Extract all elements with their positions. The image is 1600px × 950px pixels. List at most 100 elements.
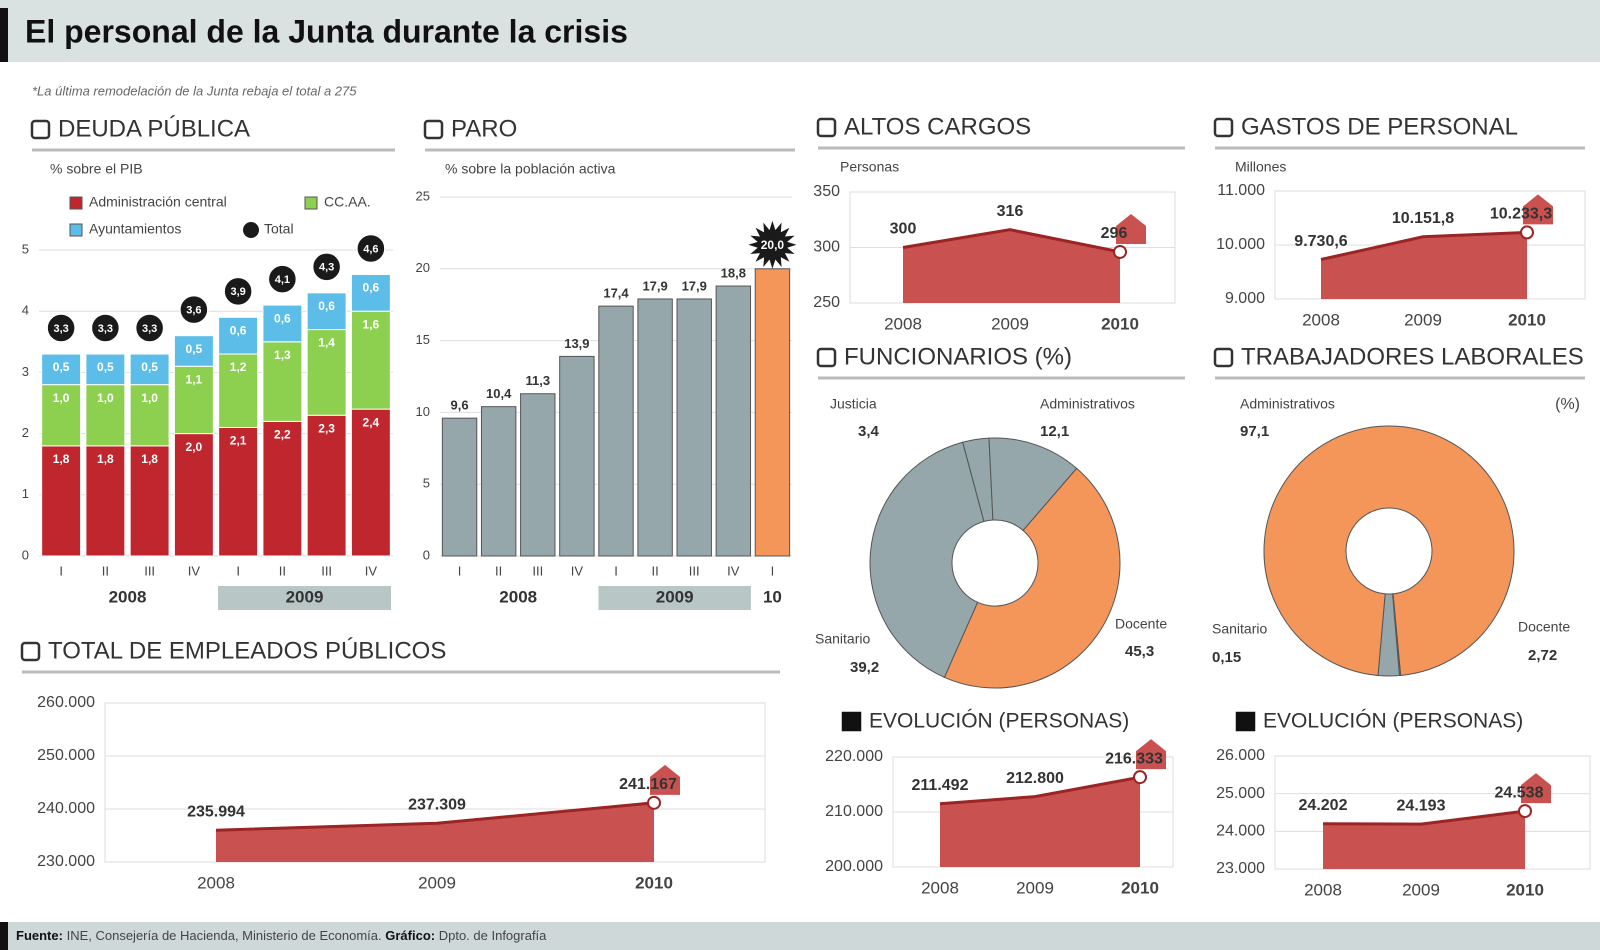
y-tick-label: 10 [416, 404, 430, 419]
total-dot [46, 313, 76, 343]
segment-label: 1,6 [363, 317, 380, 331]
slice-label: Sanitario [815, 631, 870, 647]
value-label: 296 [1101, 225, 1128, 242]
last-point [647, 795, 661, 810]
total-dot [179, 294, 209, 325]
legend-marker [69, 223, 83, 237]
segment-label: 2,0 [186, 440, 203, 454]
x-tick-label: I [59, 563, 63, 578]
x-tick-label: 2008 [1302, 310, 1340, 329]
title-marker [841, 711, 862, 732]
chart-title: ALTOS CARGOS [844, 113, 1031, 140]
x-tick-label: 2010 [1121, 878, 1159, 897]
bar-segment [41, 353, 82, 386]
total-label: 3,3 [98, 323, 113, 335]
title-icon [30, 119, 51, 140]
segment-label: 1,8 [53, 452, 70, 466]
segment-label: 1,0 [97, 391, 114, 405]
title-icon [423, 119, 444, 140]
bar-segment [262, 304, 303, 343]
legend-label: Ayuntamientos [89, 221, 181, 237]
slice-label: Administrativos [1240, 396, 1335, 412]
x-tick-label: 2008 [1304, 880, 1342, 899]
segment-label: 0,6 [363, 281, 380, 295]
bar-segment [218, 316, 259, 355]
bar [559, 355, 595, 557]
segment-label: 0,6 [230, 323, 247, 337]
segment-label: 0,5 [97, 360, 114, 374]
value-label: 10,4 [486, 386, 512, 401]
area-line [1322, 809, 1526, 826]
segment-label: 2,1 [230, 434, 247, 448]
bar [480, 406, 517, 557]
segment-label: 1,0 [53, 391, 70, 405]
value-label: 24.538 [1495, 784, 1544, 801]
value-label: 17,9 [682, 278, 707, 293]
highlight-house [1136, 739, 1166, 770]
value-label: 9.730,6 [1294, 233, 1347, 250]
area [216, 802, 654, 862]
chart-subtitle: % sobre el PIB [50, 161, 143, 177]
bar-segment [85, 353, 126, 386]
area-line [902, 228, 1121, 254]
segment-label: 0,5 [141, 360, 158, 374]
value-label: 17,9 [642, 278, 667, 293]
x-tick-label: IV [571, 563, 584, 578]
y-tick-label: 250.000 [37, 747, 95, 764]
total-dot [311, 252, 342, 282]
y-tick-label: 5 [22, 241, 29, 256]
slice-label: Docente [1115, 616, 1167, 632]
area-line [215, 801, 655, 832]
x-tick-label: III [144, 563, 155, 578]
y-tick-label: 4 [22, 303, 29, 318]
legend-label: Administración central [89, 194, 227, 210]
x-tick-label: I [771, 563, 775, 578]
value-label: 216.333 [1105, 750, 1163, 767]
highlight-house [650, 764, 680, 795]
group-band [598, 586, 751, 610]
value-label: 237.309 [408, 796, 466, 813]
chart-title: TOTAL DE EMPLEADOS PÚBLICOS [48, 637, 446, 664]
last-point [1520, 225, 1534, 240]
value-burst [748, 220, 797, 269]
bar-segment [173, 433, 214, 557]
x-tick-label: 2008 [884, 314, 922, 333]
bar-segment [129, 445, 170, 557]
highlight-house [1116, 213, 1146, 244]
bar-segment [350, 310, 391, 410]
area [1323, 811, 1525, 869]
last-point [1113, 244, 1127, 259]
x-tick-label: 2010 [1101, 314, 1139, 333]
y-tick-label: 3 [22, 364, 29, 379]
footer-band [0, 922, 1600, 950]
page-note: *La última remodelación de la Junta reba… [32, 83, 357, 98]
bar-segment [85, 445, 126, 557]
y-tick-label: 23.000 [1216, 860, 1265, 877]
segment-label: 1,2 [230, 360, 247, 374]
legend-marker [304, 196, 318, 210]
x-tick-label: II [651, 563, 658, 578]
total-label: 3,9 [230, 286, 245, 298]
y-tick-label: 25.000 [1216, 785, 1265, 802]
value-label: 9,6 [451, 398, 469, 413]
chart-subtitle: Personas [840, 159, 899, 175]
page-title: El personal de la Junta durante la crisi… [25, 13, 628, 49]
legend-label: Total [264, 221, 294, 237]
slice-value: 45,3 [1125, 643, 1154, 660]
pie-slice [988, 437, 1078, 532]
x-tick-label: 2009 [1402, 880, 1440, 899]
slice-value: 2,72 [1528, 647, 1557, 664]
value-label: 13,9 [564, 336, 589, 351]
bar-segment [129, 353, 170, 386]
bar [676, 298, 712, 557]
bar [754, 268, 791, 557]
y-tick-label: 20 [416, 260, 430, 275]
y-tick-label: 300 [813, 239, 840, 256]
bar [598, 305, 634, 557]
x-tick-label: I [458, 563, 462, 578]
legend-label: CC.AA. [324, 194, 371, 210]
y-tick-label: 200.000 [825, 858, 883, 875]
y-tick-label: 26.000 [1216, 747, 1265, 764]
chart-subtitle: % sobre la población activa [445, 161, 616, 177]
bar [441, 417, 478, 557]
